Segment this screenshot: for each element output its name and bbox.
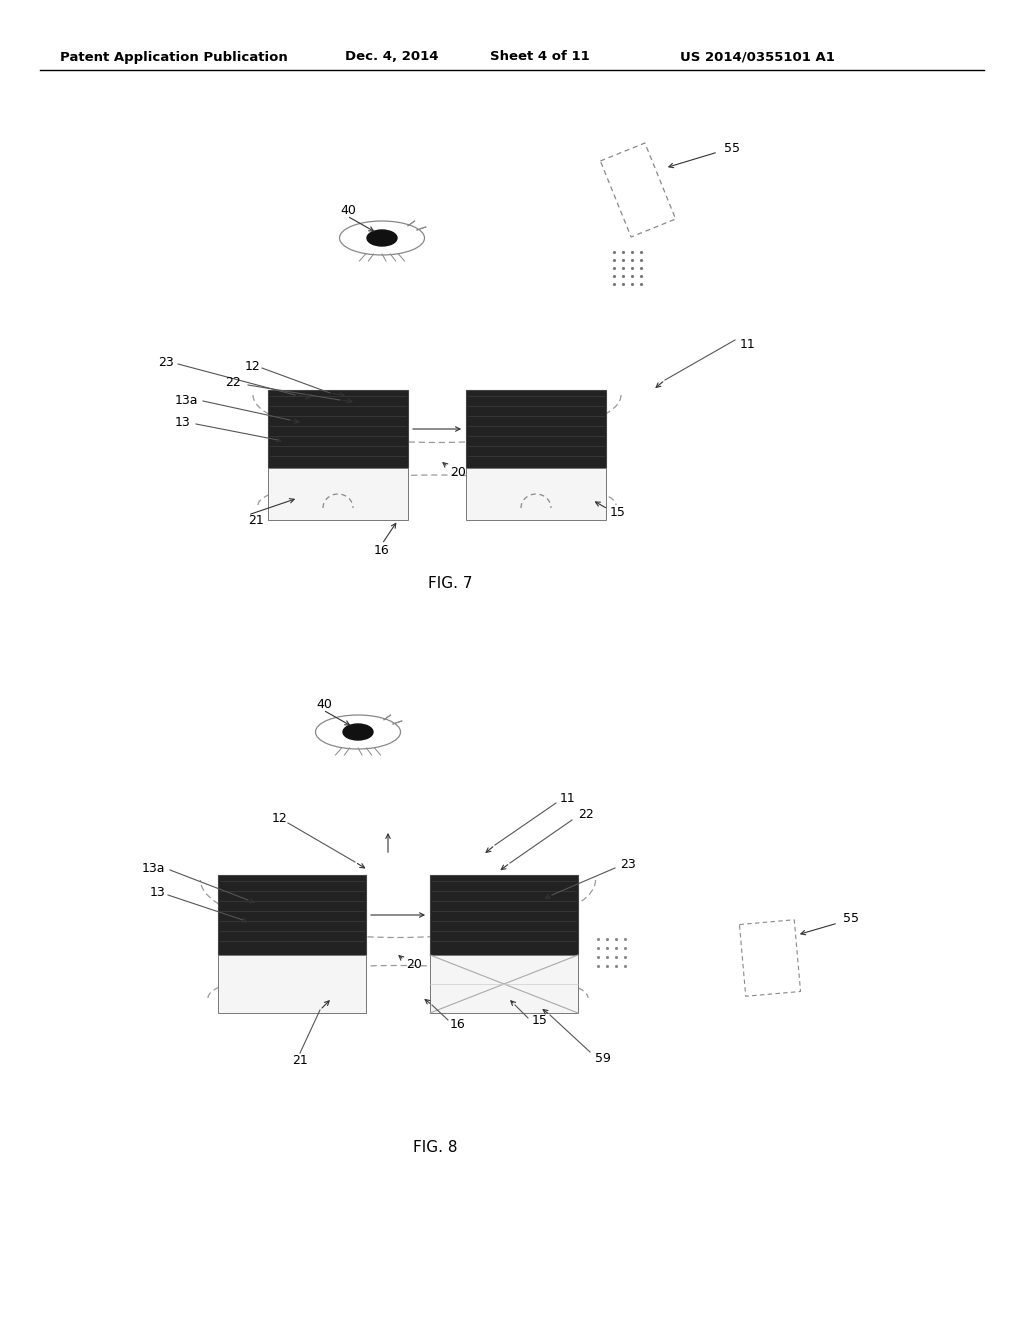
Text: 21: 21 bbox=[292, 1053, 308, 1067]
Text: 55: 55 bbox=[724, 141, 740, 154]
Text: 13: 13 bbox=[150, 886, 165, 899]
Bar bbox=[430, 954, 578, 1012]
Text: 16: 16 bbox=[450, 1019, 466, 1031]
Text: 13a: 13a bbox=[141, 862, 165, 874]
Bar bbox=[268, 389, 408, 469]
Text: 22: 22 bbox=[578, 808, 594, 821]
Text: 15: 15 bbox=[532, 1014, 548, 1027]
Bar bbox=[218, 875, 366, 954]
Text: 40: 40 bbox=[340, 203, 356, 216]
Text: 22: 22 bbox=[225, 376, 241, 389]
Bar bbox=[430, 875, 578, 954]
Text: 21: 21 bbox=[248, 513, 264, 527]
Ellipse shape bbox=[343, 723, 373, 741]
Text: 13: 13 bbox=[175, 416, 190, 429]
Text: 59: 59 bbox=[595, 1052, 611, 1064]
Text: 23: 23 bbox=[620, 858, 636, 871]
Bar bbox=[218, 954, 366, 1012]
Text: 12: 12 bbox=[272, 812, 288, 825]
Text: 15: 15 bbox=[610, 507, 626, 520]
Bar bbox=[268, 469, 408, 520]
Text: 55: 55 bbox=[843, 912, 859, 924]
Text: 13a: 13a bbox=[175, 393, 199, 407]
Text: Dec. 4, 2014: Dec. 4, 2014 bbox=[345, 50, 438, 63]
Text: Patent Application Publication: Patent Application Publication bbox=[60, 50, 288, 63]
Text: 20: 20 bbox=[450, 466, 466, 479]
Text: 11: 11 bbox=[740, 338, 756, 351]
Ellipse shape bbox=[367, 230, 397, 246]
Bar bbox=[466, 389, 606, 469]
Text: 11: 11 bbox=[560, 792, 575, 804]
Text: FIG. 8: FIG. 8 bbox=[413, 1140, 458, 1155]
Text: US 2014/0355101 A1: US 2014/0355101 A1 bbox=[680, 50, 835, 63]
Text: 12: 12 bbox=[245, 359, 261, 372]
Bar bbox=[466, 469, 606, 520]
Text: 20: 20 bbox=[406, 958, 422, 972]
Text: FIG. 7: FIG. 7 bbox=[428, 576, 472, 590]
Text: 40: 40 bbox=[316, 697, 332, 710]
Text: 23: 23 bbox=[158, 355, 174, 368]
Text: Sheet 4 of 11: Sheet 4 of 11 bbox=[490, 50, 590, 63]
Text: 16: 16 bbox=[374, 544, 390, 557]
